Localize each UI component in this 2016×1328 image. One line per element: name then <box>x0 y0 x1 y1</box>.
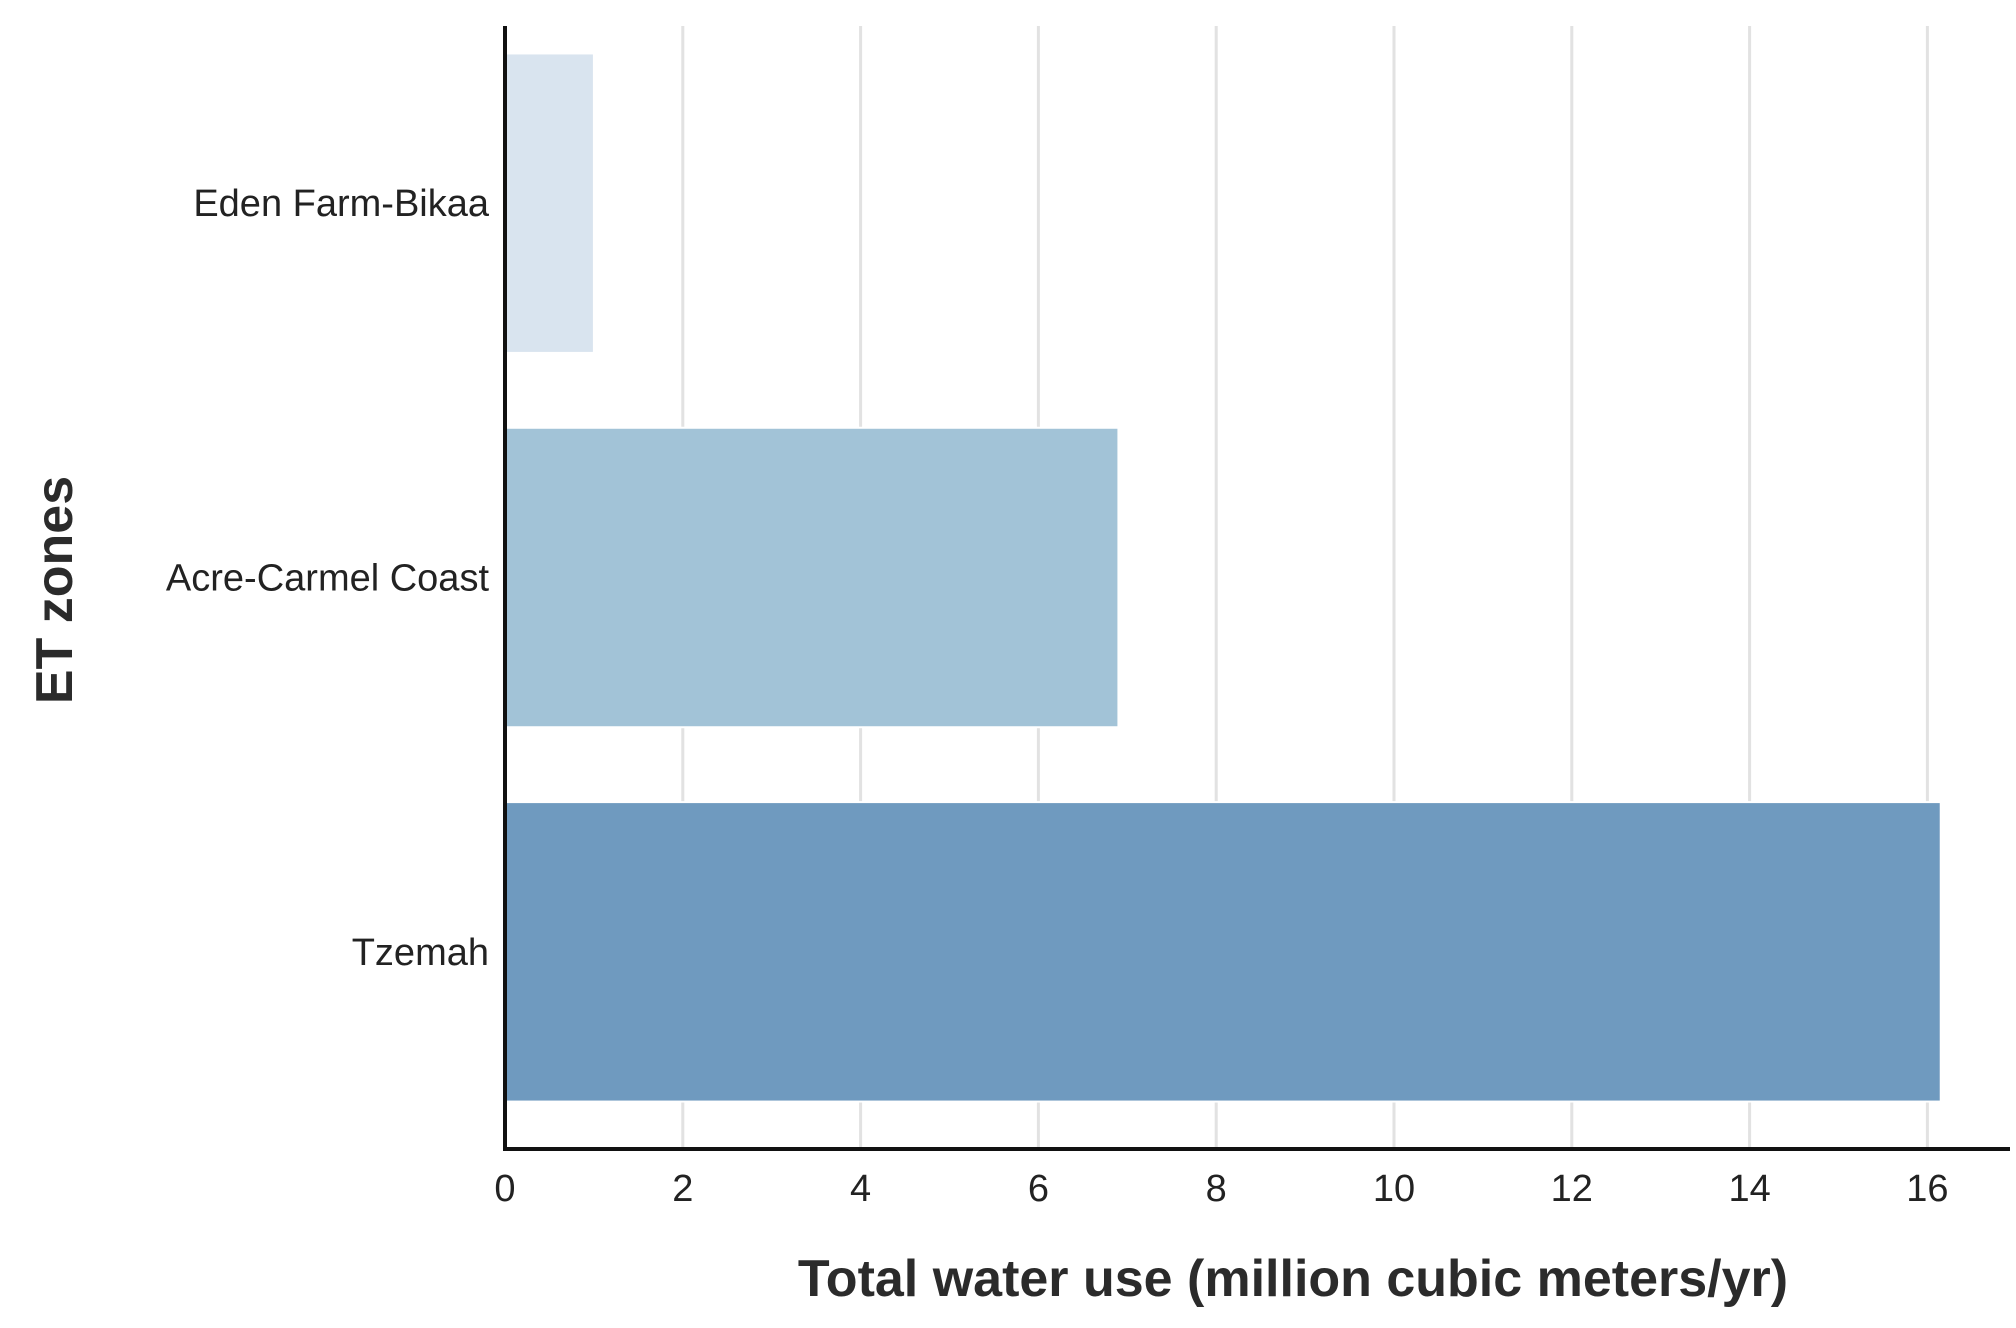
x-axis-title: Total water use (million cubic meters/yr… <box>798 1250 1788 1308</box>
bar-eden-farm-bikaa <box>505 53 594 352</box>
y-tick-label-tzemah: Tzemah <box>352 932 489 974</box>
x-tick-label-4: 4 <box>850 1168 871 1210</box>
bar-tzemah <box>505 802 1941 1101</box>
x-tick-label-8: 8 <box>1206 1168 1227 1210</box>
x-tick-label-10: 10 <box>1373 1168 1415 1210</box>
x-tick-label-2: 2 <box>672 1168 693 1210</box>
x-tick-labels: 0 2 4 6 8 10 12 14 16 <box>494 1168 1948 1210</box>
x-tick-label-0: 0 <box>494 1168 515 1210</box>
x-tick-label-16: 16 <box>1906 1168 1948 1210</box>
x-tick-label-12: 12 <box>1551 1168 1593 1210</box>
y-tick-label-acre-carmel-coast: Acre-Carmel Coast <box>166 558 490 600</box>
x-tick-label-14: 14 <box>1728 1168 1770 1210</box>
y-axis-title: ET zones <box>26 476 84 704</box>
bar-acre-carmel-coast <box>505 428 1118 727</box>
y-tick-label-eden-farm-bikaa: Eden Farm-Bikaa <box>193 183 490 225</box>
bars <box>505 53 1941 1101</box>
y-tick-labels: Eden Farm-Bikaa Acre-Carmel Coast Tzemah <box>166 183 490 974</box>
x-tick-label-6: 6 <box>1028 1168 1049 1210</box>
